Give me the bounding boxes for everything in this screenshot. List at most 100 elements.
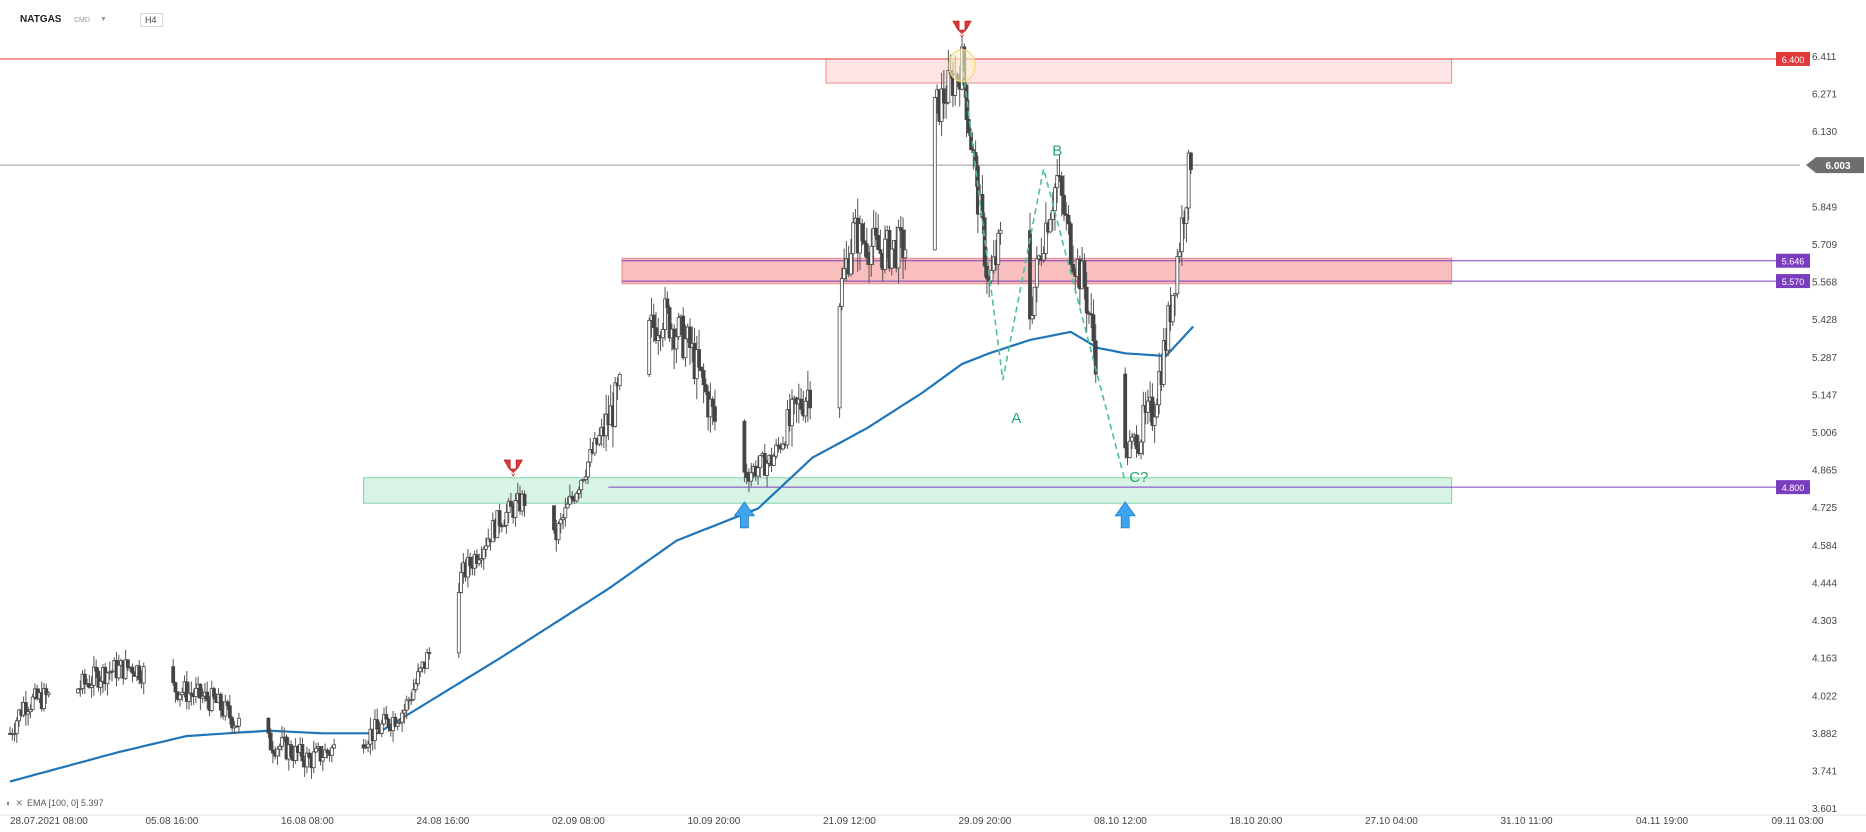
x-tick-label: 31.10 11:00 [1501, 816, 1554, 827]
candle-body [790, 398, 794, 427]
candle-body [592, 438, 597, 454]
candle-body [1064, 213, 1069, 216]
candle-body [871, 227, 876, 247]
candle-body [125, 659, 130, 668]
candle-body [277, 745, 282, 750]
level-tag-label-0: 6.400 [1782, 55, 1805, 65]
candle-body [588, 449, 593, 463]
candle-body [409, 699, 414, 702]
candle-body [178, 694, 182, 700]
candle-body [839, 278, 844, 307]
candle-body [89, 684, 94, 688]
candle-body [837, 306, 842, 409]
x-tick-label: 09.11 03:00 [1772, 816, 1825, 827]
candle-body [230, 717, 235, 729]
candle-body [305, 752, 309, 768]
candle-body [1184, 207, 1189, 225]
support-zone-2[interactable] [363, 477, 1453, 504]
hide-icon[interactable]: ◐ [6, 798, 12, 808]
resistance-zone-0[interactable] [825, 58, 1453, 84]
candle-body [883, 238, 887, 270]
candle-body [425, 652, 429, 669]
candle-body [479, 558, 484, 561]
candle-body [116, 664, 121, 679]
candle-body [513, 500, 518, 518]
candle-body [418, 667, 423, 673]
candle-body [774, 444, 779, 457]
chevron-down-icon[interactable]: ▼ [100, 16, 107, 23]
candle-body [266, 717, 271, 734]
candle-body [1068, 223, 1073, 265]
x-tick-label: 04.11 19:00 [1636, 816, 1689, 827]
level-tag-0 [1776, 51, 1810, 66]
candle-body [91, 666, 96, 686]
candle-body [901, 229, 905, 259]
candle-body [703, 384, 708, 393]
candle-body [1055, 175, 1060, 189]
candle-body [1130, 436, 1134, 442]
candle-body [300, 744, 305, 762]
candle-body [373, 719, 377, 741]
indicator-legend: ◐ ✕ EMA [100, 0] 5.397 [6, 798, 104, 809]
candle-body [275, 748, 280, 757]
candle-body [227, 705, 232, 719]
candle-body [416, 671, 420, 685]
y-tick-label: 3.882 [1812, 729, 1837, 740]
candle-body [307, 752, 312, 758]
candle-body [1050, 210, 1055, 220]
candle-body [110, 670, 114, 673]
candle-body [28, 708, 33, 713]
candle-body [1139, 441, 1143, 454]
candle-body [46, 692, 51, 696]
candle-body [1173, 293, 1177, 296]
candle-body [1089, 313, 1094, 316]
candle-body [1175, 256, 1180, 295]
candle-body [1071, 264, 1075, 273]
candle-body [558, 519, 563, 525]
candle-body [756, 467, 760, 477]
candle-body [665, 298, 670, 309]
candle-body [484, 545, 488, 550]
x-tick-label: 02.09 08:00 [552, 816, 605, 827]
candle-body [189, 692, 194, 696]
y-tick-label: 4.725 [1812, 503, 1837, 514]
candle-body [26, 711, 31, 715]
candle-body [137, 665, 142, 680]
candle-body [280, 736, 284, 747]
candle-body [522, 493, 527, 507]
candle-body [141, 666, 146, 684]
candle-body [223, 701, 228, 717]
symbol-label[interactable]: NATGAS [20, 14, 62, 25]
candle-body [459, 572, 463, 593]
wave-dashed-line[interactable] [961, 61, 1126, 483]
current-price-tag [1806, 157, 1864, 174]
close-icon[interactable]: ✕ [15, 798, 23, 808]
x-tick-label: 27.10 04:00 [1365, 816, 1418, 827]
wave-label-1: B [1052, 142, 1062, 159]
candle-body [1041, 253, 1046, 261]
current-price-label: 6.003 [1825, 161, 1850, 172]
ema-line[interactable] [9, 325, 1195, 783]
timeframe-selector[interactable]: H4 [140, 13, 163, 27]
candle-body [402, 709, 407, 714]
candle-body [713, 406, 717, 422]
candle-body [404, 699, 409, 711]
candle-body [1043, 222, 1048, 254]
arrow-down-icon-chevron [955, 28, 969, 37]
candle-body [293, 746, 298, 761]
candle-body [200, 695, 205, 699]
candle-body [1034, 258, 1039, 288]
candle-body [586, 461, 590, 478]
candle-body [583, 476, 588, 480]
candle-body [896, 227, 901, 269]
candle-body [1123, 373, 1128, 449]
candle-body [749, 472, 754, 482]
candle-body [647, 320, 652, 375]
level-tag-label-2: 5.570 [1782, 277, 1805, 287]
candle-body [771, 455, 776, 466]
candle-body [776, 444, 781, 447]
candle-body [1161, 340, 1166, 385]
x-tick-label: 08.10 12:00 [1094, 816, 1147, 827]
candle-body [456, 592, 461, 654]
